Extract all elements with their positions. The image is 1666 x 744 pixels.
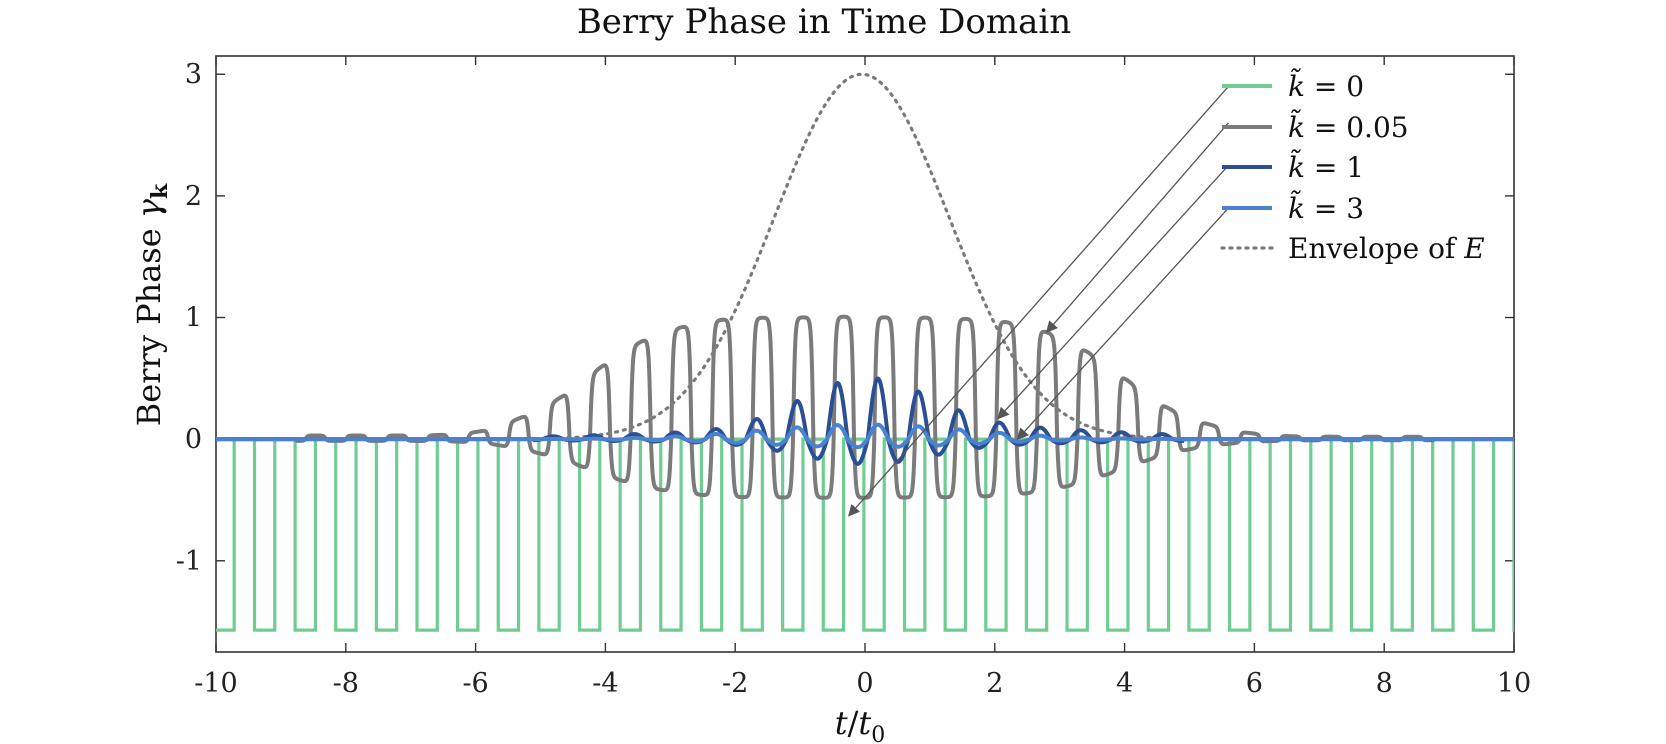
legend-label-symbol: k̃ [1288,149,1305,184]
x-tick-label: -4 [592,668,618,699]
x-tick-label: -8 [333,668,359,699]
y-axis: -1 0 1 2 3 [176,59,1514,577]
legend-label-text: Envelope of [1288,232,1464,265]
x-tick-label: 6 [1246,668,1263,699]
y-axis-label-text: Berry Phase [130,218,168,426]
x-axis-label-sub: 0 [871,723,885,744]
x-axis-label-num: t [835,704,848,742]
legend-label-symbol: k̃ [1288,190,1305,225]
legend-label: k̃ = 1 [1288,149,1364,184]
y-tick-label: 3 [185,59,202,90]
legend-label-value: = 1 [1305,151,1364,184]
legend-label: k̃ = 3 [1288,190,1364,225]
legend-label-value: = 0.05 [1305,111,1409,144]
y-axis-label: Berry Phase γk [130,183,173,426]
x-axis-label: t/t0 [835,704,886,744]
x-tick-label: -2 [722,668,748,699]
x-axis-label-den: t [858,704,871,742]
y-tick-label: 0 [185,424,202,455]
x-tick-label: 2 [986,668,1003,699]
chart-title: Berry Phase in Time Domain [577,2,1071,42]
x-tick-label: -6 [462,668,488,699]
y-tick-label: 1 [185,303,202,334]
legend-label-symbol: k̃ [1288,68,1305,103]
x-axis: -10 -8 -6 -4 -2 0 2 4 6 8 10 [194,56,1531,699]
legend-label-symbol: E [1463,232,1484,265]
y-tick-label: -1 [176,546,202,577]
x-axis-label-slash: / [848,704,859,742]
series-line-k-0 [216,437,1514,632]
legend-label-value: = 3 [1305,192,1364,225]
y-axis-label-symbol: γ [130,198,168,218]
legend-label: k̃ = 0.05 [1288,109,1409,144]
annotation-arrow [997,165,1229,420]
legend-label-symbol: k̃ [1288,109,1305,144]
x-tick-label: -10 [194,668,237,699]
x-tick-label: 4 [1116,668,1133,699]
annotation-arrow [1045,122,1229,333]
x-tick-label: 10 [1497,668,1531,699]
x-tick-label: 8 [1376,668,1393,699]
y-axis-label-sub: k [147,183,173,199]
legend-label: Envelope of E [1288,232,1485,265]
y-tick-label: 2 [185,181,202,212]
annotation-arrow [847,85,1229,517]
legend-label-value: = 0 [1305,70,1364,103]
legend-label: k̃ = 0 [1288,68,1364,103]
x-tick-label: 0 [856,668,873,699]
annotation-arrow [1016,207,1229,441]
series-line-k-3 [216,422,1514,450]
annotation-arrows [847,85,1229,517]
